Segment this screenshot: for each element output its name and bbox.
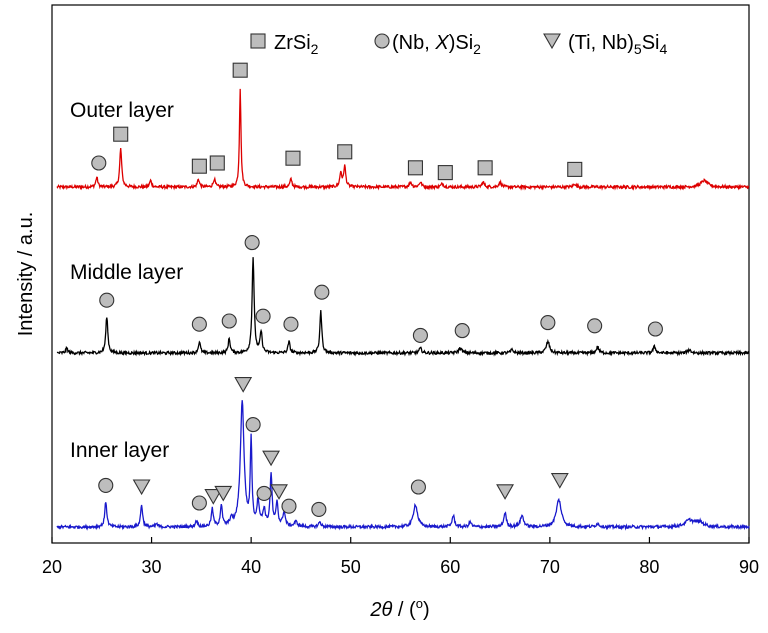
phase-marker-circle-icon xyxy=(255,308,271,324)
series-label-1: Middle layer xyxy=(70,261,183,284)
series-2 xyxy=(56,400,750,531)
phase-marker-square-icon xyxy=(477,160,493,176)
series-0 xyxy=(56,88,750,191)
phase-marker-square-icon xyxy=(567,161,583,177)
phase-marker-circle-icon xyxy=(283,316,299,332)
phase-marker-circle-icon xyxy=(454,323,470,339)
series-label-0: Outer layer xyxy=(70,99,174,122)
series-line-2 xyxy=(56,400,750,531)
phase-marker-triangle-icon xyxy=(550,473,569,489)
legend-entry-2: (Ti, Nb)5Si4 xyxy=(568,32,668,57)
series-line-1 xyxy=(56,257,750,357)
legend-entry-1: (Nb, X)Si2 xyxy=(392,32,481,57)
phase-marker-circle-icon xyxy=(244,235,260,251)
x-axis-unit: o xyxy=(416,596,423,611)
phase-marker-triangle-icon xyxy=(214,485,233,502)
phase-marker-circle-icon xyxy=(91,155,107,171)
x-tick-label: 80 xyxy=(639,557,659,577)
phase-marker-square-icon xyxy=(437,165,453,181)
phase-marker-circle-icon xyxy=(311,501,327,517)
phase-marker-square-icon xyxy=(337,144,353,160)
legend-entry-0: ZrSi2 xyxy=(274,32,319,57)
phase-marker-square-icon xyxy=(113,126,129,142)
y-axis-title: Intensity / a.u. xyxy=(15,212,37,337)
x-tick-label: 90 xyxy=(739,557,759,577)
x-tick-label: 60 xyxy=(440,557,460,577)
phase-marker-square-icon xyxy=(232,62,248,78)
x-tick-label: 50 xyxy=(341,557,361,577)
phase-marker-circle-icon xyxy=(647,321,663,337)
x-tick-label: 40 xyxy=(241,557,261,577)
phase-marker-square-icon xyxy=(407,160,423,176)
phase-marker-circle-icon xyxy=(587,318,603,334)
plot-frame xyxy=(51,4,750,544)
x-tick-label: 70 xyxy=(540,557,560,577)
x-tick-label: 30 xyxy=(142,557,162,577)
series-label-2: Inner layer xyxy=(70,439,169,462)
phase-marker-circle-icon xyxy=(99,292,115,308)
x-axis-close: ) xyxy=(423,599,430,621)
phase-marker-circle-icon xyxy=(410,479,426,495)
phase-marker-circle-icon xyxy=(540,315,556,331)
x-axis-symbol: 2θ xyxy=(369,599,392,621)
series-1 xyxy=(56,257,750,357)
legend-triangle-icon xyxy=(543,33,561,50)
phase-marker-circle-icon xyxy=(245,417,261,433)
phase-marker-triangle-icon xyxy=(496,484,514,500)
phase-marker-circle-icon xyxy=(191,495,207,511)
x-axis-title: 2θ / (o) xyxy=(369,596,429,621)
phase-marker-triangle-icon xyxy=(204,489,223,505)
phase-marker-circle-icon xyxy=(98,477,114,493)
phase-marker-circle-icon xyxy=(281,498,297,514)
series-line-0 xyxy=(56,88,750,191)
x-axis-sep: / ( xyxy=(392,599,416,621)
phase-marker-triangle-icon xyxy=(132,479,151,496)
phase-marker-square-icon xyxy=(191,158,207,174)
phase-marker-triangle-icon xyxy=(270,484,288,500)
phase-marker-circle-icon xyxy=(412,327,428,343)
phase-marker-circle-icon xyxy=(191,316,207,332)
phase-marker-triangle-icon xyxy=(262,450,281,467)
legend-circle-icon xyxy=(374,33,390,49)
x-tick-label: 20 xyxy=(42,557,62,577)
phase-marker-square-icon xyxy=(285,150,301,166)
phase-marker-triangle-icon xyxy=(234,377,253,393)
phase-marker-circle-icon xyxy=(256,485,272,501)
phase-marker-circle-icon xyxy=(314,284,330,300)
phase-marker-circle-icon xyxy=(221,313,237,329)
legend-square-icon xyxy=(250,33,266,49)
phase-marker-square-icon xyxy=(209,155,225,171)
